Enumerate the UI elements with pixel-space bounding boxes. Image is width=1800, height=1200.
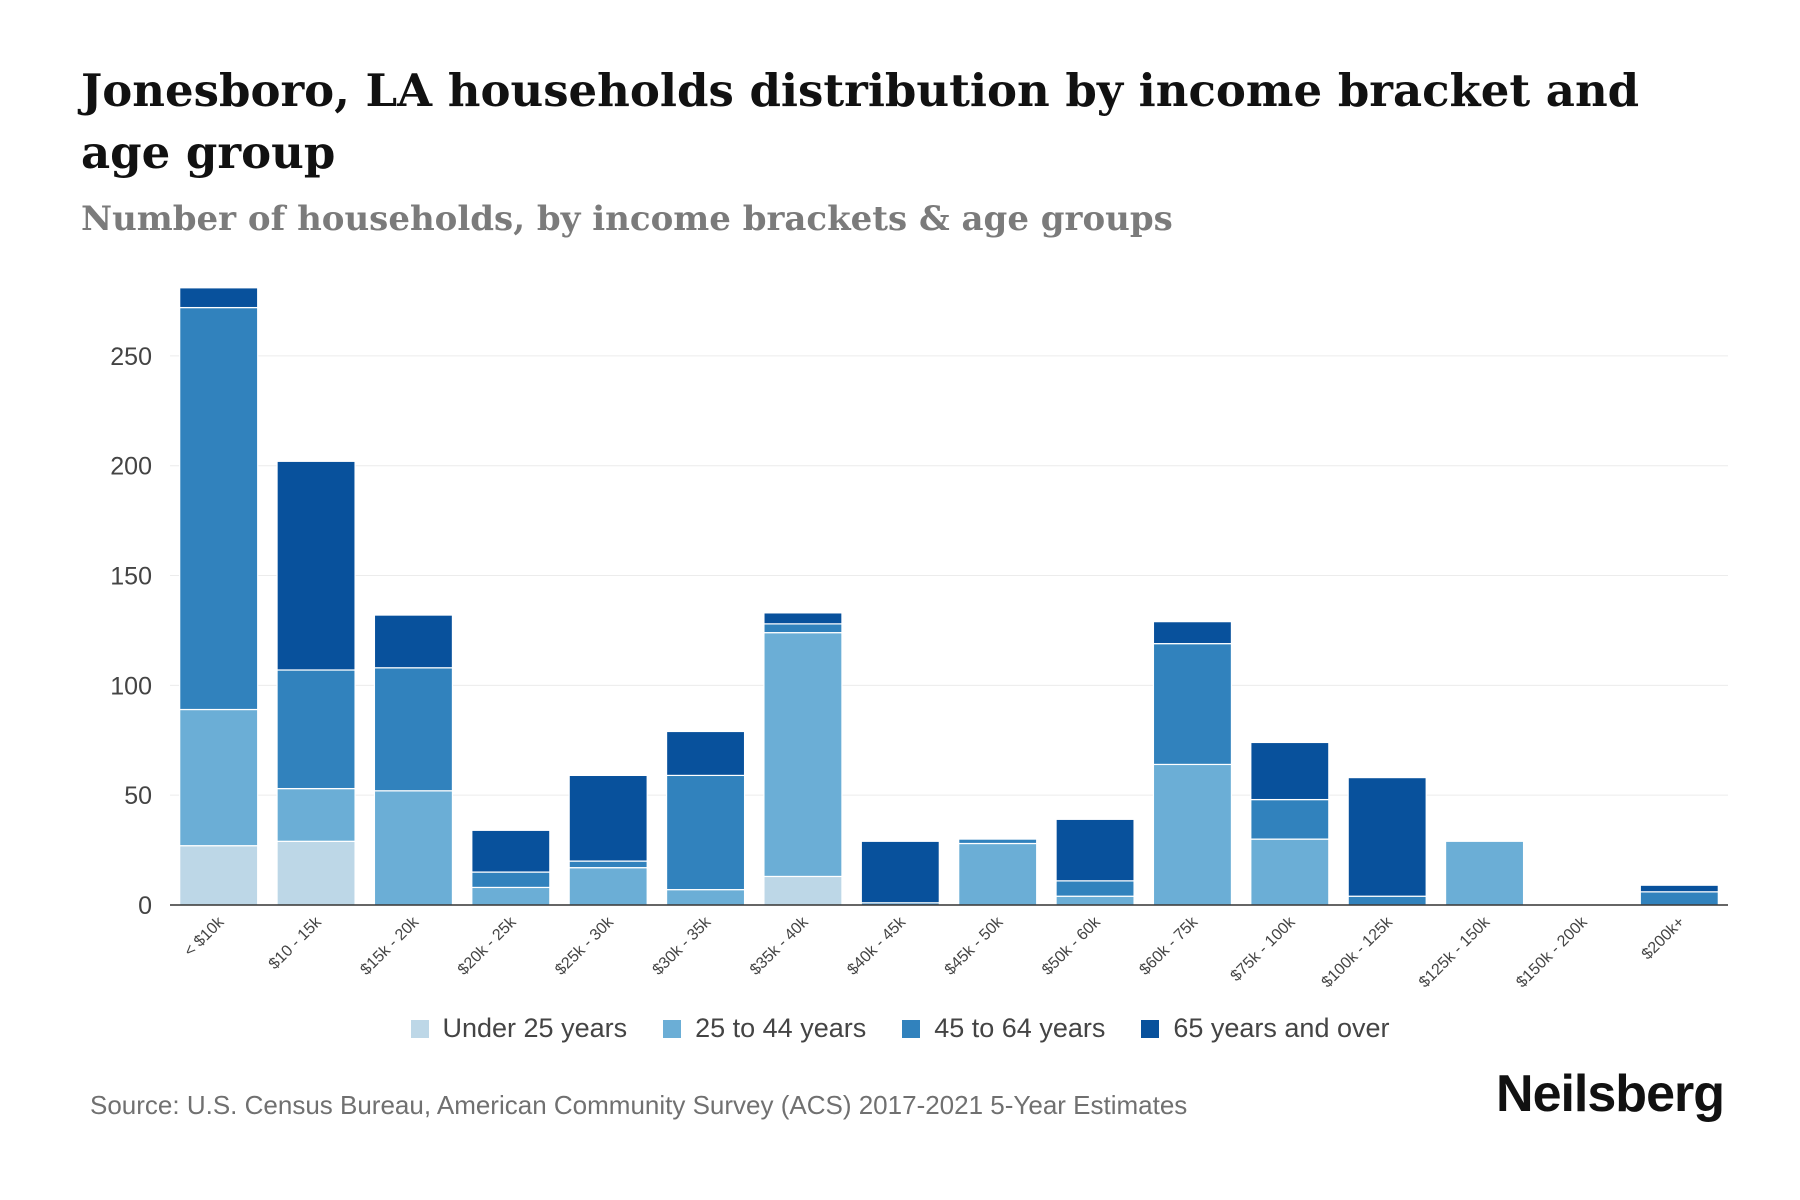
x-tick-label: $100k - 125k [1319, 913, 1397, 991]
legend-label: 45 to 64 years [934, 1013, 1106, 1043]
brand-logo: Neilsberg [1496, 1065, 1725, 1123]
bar-segment [179, 306, 259, 711]
bar-segment [179, 287, 259, 309]
bar-segment [763, 623, 843, 634]
bar-segment [665, 774, 746, 891]
legend-label: 65 years and over [1173, 1013, 1390, 1043]
bar-segment [1444, 840, 1525, 906]
bar-segment [1055, 880, 1135, 897]
legend-label: 25 to 44 years [695, 1013, 867, 1043]
legend-item: Under 25 years [410, 1013, 628, 1044]
bar-segment [1055, 895, 1135, 906]
legend-item: 65 years and over [1141, 1013, 1390, 1044]
chart-title: Jonesboro, LA households distribution by… [81, 64, 1640, 179]
bar-segment [276, 840, 356, 906]
legend-label: Under 25 years [442, 1013, 628, 1043]
y-tick-label: 150 [110, 563, 152, 591]
bars [179, 287, 1719, 906]
bar-segment [568, 860, 648, 869]
bar-segment [276, 669, 356, 790]
chart-legend: Under 25 years 25 to 44 years 45 to 64 yea… [0, 1013, 1800, 1044]
x-tick-label: $10 - 15k [266, 913, 326, 973]
bar-segment [665, 730, 746, 777]
bar-segment [1152, 763, 1233, 906]
bar-segment [373, 667, 454, 792]
x-tick-label: $40k - 45k [844, 913, 910, 979]
x-tick-label: $15k - 20k [357, 913, 423, 979]
bar-segment [179, 708, 259, 847]
bar-segment [763, 612, 843, 625]
bar-segment [1250, 798, 1330, 840]
legend-swatch [410, 1019, 429, 1038]
bar-segment [763, 632, 843, 878]
bar-segment [1347, 777, 1427, 897]
bar-segment [568, 774, 648, 862]
x-tick-label: $30k - 35k [650, 913, 716, 979]
legend-item: 45 to 64 years [902, 1013, 1105, 1044]
x-tick-label: $45k - 50k [942, 913, 1008, 979]
bar-segment [471, 871, 551, 889]
x-tick-label: $125k - 150k [1416, 913, 1494, 991]
legend-swatch [1141, 1019, 1160, 1038]
bar-segment [276, 460, 356, 671]
bar-segment [373, 790, 454, 906]
bar-segment [471, 886, 551, 906]
bar-segment [1639, 884, 1719, 893]
bar-segment [763, 875, 843, 906]
legend-swatch [902, 1019, 921, 1038]
bar-segment [373, 614, 454, 669]
y-tick-label: 250 [110, 343, 152, 371]
x-tick-label: $25k - 30k [552, 913, 618, 979]
x-tick-label: $20k - 25k [455, 913, 521, 979]
x-tick-label: $35k - 40k [747, 913, 813, 979]
x-tick-label: < $10k [181, 913, 228, 960]
x-tick-label: $75k - 100k [1227, 913, 1299, 985]
legend-item: 25 to 44 years [663, 1013, 866, 1044]
x-tick-label: $50k - 60k [1039, 913, 1105, 979]
chart-subtitle: Number of households, by income brackets… [81, 199, 1173, 239]
bar-segment [1152, 643, 1233, 766]
bar-segment [1250, 741, 1330, 801]
x-tick-label: $60k - 75k [1136, 913, 1202, 979]
bar-segment [665, 889, 746, 906]
y-tick-label: 200 [110, 453, 152, 481]
bar-segment [471, 829, 551, 873]
bar-segment [958, 842, 1038, 906]
bar-segment [568, 867, 648, 906]
legend-swatch [663, 1019, 682, 1038]
bar-segment [1152, 621, 1233, 645]
y-tick-label: 100 [110, 672, 152, 700]
bar-segment [179, 845, 259, 906]
bar-segment [1055, 818, 1135, 882]
bar-segment [958, 838, 1038, 845]
bar-segment [860, 840, 940, 904]
source-note: Source: U.S. Census Bureau, American Com… [90, 1090, 1188, 1120]
x-tick-label: $200k+ [1639, 914, 1688, 963]
bar-segment [1639, 891, 1719, 906]
y-tick-label: 0 [138, 892, 152, 920]
bar-segment [1250, 838, 1330, 906]
bar-segment [1347, 895, 1427, 906]
x-tick-label: $150k - 200k [1513, 913, 1591, 991]
y-tick-label: 50 [124, 782, 152, 810]
bar-segment [276, 787, 356, 842]
